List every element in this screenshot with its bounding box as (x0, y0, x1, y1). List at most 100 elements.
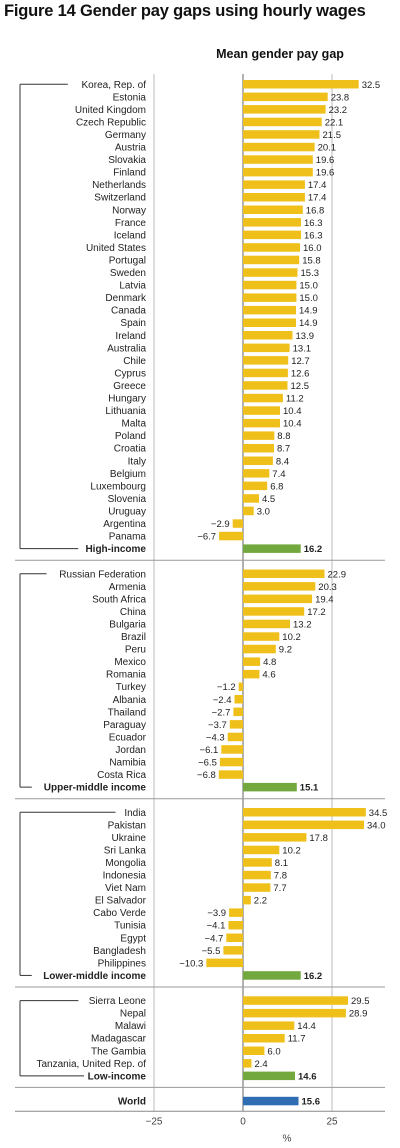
bar-denmark (243, 293, 297, 302)
category-label-el-salvador: El Salvador (95, 896, 147, 907)
category-label-australia: Australia (107, 343, 146, 354)
value-label-argentina: −2.9 (211, 519, 230, 530)
category-label-croatia: Croatia (114, 444, 147, 455)
bar-albania (234, 695, 243, 704)
category-label-chile: Chile (123, 356, 146, 367)
category-label-panama: Panama (109, 532, 147, 543)
category-label-madagascar: Madagascar (91, 1034, 147, 1045)
category-label-indonesia: Indonesia (103, 871, 147, 882)
value-label-portugal: 15.8 (302, 256, 321, 267)
category-label-costa-rica: Costa Rica (97, 770, 146, 781)
value-label-upper-middle-income: 15.1 (300, 783, 319, 794)
value-label-el-salvador: 2.2 (254, 896, 267, 907)
category-label-paraguay: Paraguay (103, 720, 146, 731)
bar-korea-rep-of (243, 80, 359, 89)
category-label-latvia: Latvia (119, 281, 146, 292)
bar-south-africa (243, 594, 313, 604)
category-label-sri-lanka: Sri Lanka (104, 845, 147, 856)
bar-luxembourg (243, 481, 268, 491)
value-label-peru: 9.2 (279, 645, 292, 656)
bar-philippines (206, 958, 243, 968)
category-label-cabo-verde: Cabo Verde (93, 908, 146, 919)
category-label-mexico: Mexico (114, 657, 146, 668)
category-label-portugal: Portugal (109, 256, 146, 267)
value-label-czech-republic: 22.1 (325, 117, 344, 128)
value-label-malta: 10.4 (283, 419, 302, 430)
value-label-ireland: 13.9 (296, 331, 315, 342)
category-label-romania: Romania (106, 670, 146, 681)
value-label-denmark: 15.0 (299, 293, 318, 304)
value-label-slovakia: 19.6 (316, 155, 335, 166)
bar-hungary (243, 393, 283, 403)
value-label-world: 15.6 (302, 1097, 321, 1108)
category-label-jordan: Jordan (115, 745, 146, 756)
value-label-armenia: 20.3 (318, 582, 337, 593)
value-label-estonia: 23.8 (331, 92, 350, 103)
value-label-switzerland: 17.4 (308, 193, 327, 204)
category-label-poland: Poland (115, 431, 146, 442)
value-label-luxembourg: 6.8 (270, 481, 283, 492)
value-label-romania: 4.6 (262, 670, 275, 681)
bar-australia (243, 343, 290, 353)
bar-pakistan (243, 820, 364, 830)
bar-namibia (219, 757, 243, 767)
value-label-austria: 20.1 (318, 143, 337, 154)
bar-mexico (243, 657, 261, 666)
value-label-china: 17.2 (307, 607, 326, 618)
category-label-norway: Norway (112, 205, 146, 216)
value-label-philippines: −10.3 (179, 958, 203, 969)
chart-bars (206, 80, 366, 1106)
value-label-mexico: 4.8 (263, 657, 276, 668)
figure-title: Figure 14 Gender pay gaps using hourly w… (4, 2, 366, 20)
bar-peru (243, 644, 276, 654)
value-label-pakistan: 34.0 (367, 820, 386, 831)
bar-china (243, 607, 305, 616)
bar-turkey (238, 682, 243, 691)
bar-india (243, 808, 366, 817)
value-label-iceland: 16.3 (304, 230, 323, 241)
category-label-czech-republic: Czech Republic (76, 117, 146, 128)
value-label-sweden: 15.3 (301, 268, 320, 279)
category-label-cyprus: Cyprus (114, 368, 146, 379)
bar-sweden (243, 268, 298, 277)
category-label-netherlands: Netherlands (92, 180, 146, 191)
bar-paraguay (229, 720, 243, 729)
bar-nepal (243, 1008, 346, 1018)
bar-bangladesh (223, 946, 243, 955)
category-label-brazil: Brazil (121, 632, 146, 643)
bar-sierra-leone (243, 996, 348, 1005)
bar-el-salvador (243, 895, 251, 905)
value-label-italy: 8.4 (276, 456, 289, 467)
bar-low-income (243, 1071, 295, 1081)
category-label-korea-rep-of: Korea, Rep. of (82, 80, 147, 91)
category-label-tanzania-united-rep-of: Tanzania, United Rep. of (36, 1059, 146, 1070)
bar-united-states (243, 243, 300, 252)
category-label-pakistan: Pakistan (108, 820, 146, 831)
value-label-india: 34.5 (369, 808, 388, 819)
bar-belgium (243, 469, 270, 478)
bar-world (243, 1096, 299, 1106)
category-label-india: India (124, 808, 146, 819)
category-label-austria: Austria (115, 143, 147, 154)
value-label-jordan: −6.1 (200, 745, 219, 756)
category-label-iceland: Iceland (114, 230, 146, 241)
group-brackets (15, 83, 385, 1088)
value-label-poland: 8.8 (277, 431, 290, 442)
bar-costa-rica (218, 770, 243, 779)
value-label-croatia: 8.7 (277, 444, 290, 455)
value-label-nepal: 28.9 (349, 1009, 368, 1020)
category-label-slovenia: Slovenia (108, 494, 147, 505)
value-label-russian-federation: 22.9 (328, 569, 347, 580)
category-label-russian-federation: Russian Federation (59, 569, 146, 580)
value-label-ecuador: −4.3 (206, 732, 225, 743)
x-tick-label-0: 0 (240, 1116, 246, 1127)
category-label-south-africa: South Africa (92, 594, 146, 605)
bar-cabo-verde (229, 908, 243, 917)
category-label-lower-middle-income: Lower-middle income (43, 971, 146, 982)
value-label-united-kingdom: 23.2 (329, 105, 348, 116)
value-label-sri-lanka: 10.2 (282, 845, 301, 856)
value-label-tunisia: −4.1 (207, 921, 226, 932)
bar-czech-republic (243, 117, 322, 127)
value-label-high-income: 16.2 (304, 544, 323, 555)
bar-sri-lanka (243, 845, 280, 855)
